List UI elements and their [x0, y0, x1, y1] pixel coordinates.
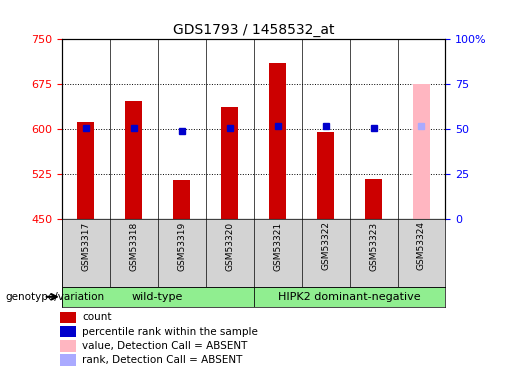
Text: genotype/variation: genotype/variation — [5, 292, 104, 302]
Bar — [125, 100, 142, 219]
Text: percentile rank within the sample: percentile rank within the sample — [82, 327, 258, 337]
Bar — [269, 63, 286, 219]
Bar — [60, 326, 76, 337]
Text: GSM53323: GSM53323 — [369, 221, 378, 270]
Bar — [221, 106, 238, 219]
Text: GSM53319: GSM53319 — [177, 221, 186, 271]
Text: GSM53320: GSM53320 — [225, 221, 234, 270]
Bar — [365, 178, 382, 219]
Text: GSM53317: GSM53317 — [81, 221, 90, 271]
Bar — [77, 122, 94, 219]
Text: GSM53322: GSM53322 — [321, 221, 330, 270]
Bar — [413, 84, 430, 219]
Bar — [60, 354, 76, 366]
Text: wild-type: wild-type — [132, 292, 183, 302]
Bar — [60, 312, 76, 323]
Text: GSM53324: GSM53324 — [417, 221, 426, 270]
Text: GSM53321: GSM53321 — [273, 221, 282, 270]
Bar — [317, 132, 334, 219]
Text: rank, Detection Call = ABSENT: rank, Detection Call = ABSENT — [82, 355, 243, 365]
Text: GSM53318: GSM53318 — [129, 221, 138, 271]
Text: value, Detection Call = ABSENT: value, Detection Call = ABSENT — [82, 341, 248, 351]
FancyBboxPatch shape — [253, 287, 445, 307]
Bar — [60, 340, 76, 351]
Title: GDS1793 / 1458532_at: GDS1793 / 1458532_at — [173, 23, 334, 37]
FancyBboxPatch shape — [62, 287, 253, 307]
Bar — [174, 180, 190, 219]
Text: HIPK2 dominant-negative: HIPK2 dominant-negative — [278, 292, 421, 302]
Text: count: count — [82, 312, 112, 322]
